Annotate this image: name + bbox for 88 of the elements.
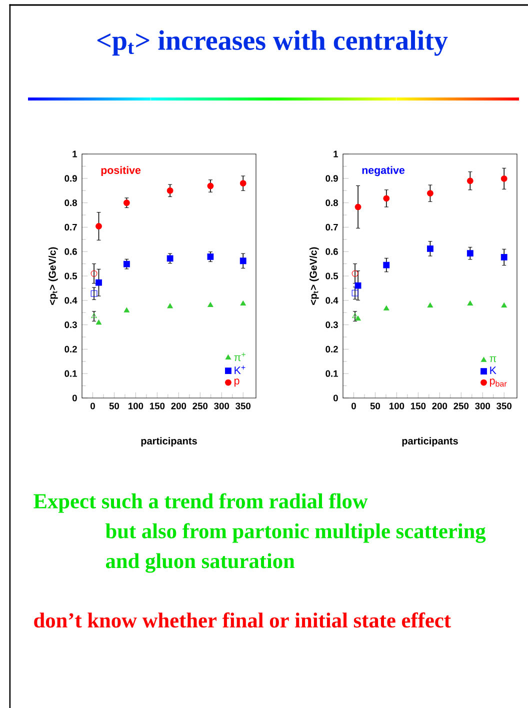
y-tick-label: 0.7 xyxy=(326,224,338,230)
x-tick-label: 100 xyxy=(128,402,144,410)
y-tick-label: 0.4 xyxy=(64,297,78,304)
point xyxy=(90,290,98,297)
text: but also from partonic multiple scattering xyxy=(106,523,486,543)
point xyxy=(466,178,474,184)
legend-label: p xyxy=(234,378,240,387)
y-tick-label: 0.7 xyxy=(64,224,77,230)
point xyxy=(352,313,358,318)
text: negative xyxy=(362,166,405,176)
x-tick-label: 350 xyxy=(496,402,512,410)
point xyxy=(352,290,358,296)
x-axis-title: participants xyxy=(141,437,197,446)
x-tick-label: 200 xyxy=(432,402,448,410)
x-tick-label: 300 xyxy=(475,402,490,410)
point xyxy=(383,195,390,202)
point xyxy=(96,279,102,286)
y-tick-label: 1 xyxy=(334,150,338,158)
point xyxy=(166,187,174,194)
point xyxy=(96,223,102,230)
y-tick-label: 0.5 xyxy=(64,272,78,280)
y-tick-label: 0 xyxy=(72,394,77,402)
x-tick-label: 250 xyxy=(454,402,469,410)
y-tick-label: 0.4 xyxy=(326,297,338,304)
y-tick-label: 0.2 xyxy=(326,346,338,352)
x-tick-label: 250 xyxy=(192,402,208,410)
y-axis-title: <p$_{t}$> (GeV/c) xyxy=(310,247,319,305)
x-tick-label: 50 xyxy=(109,402,120,410)
point xyxy=(123,260,130,268)
text: and gluon saturation xyxy=(106,553,295,573)
point xyxy=(90,270,98,277)
point xyxy=(96,320,102,325)
point xyxy=(500,175,508,182)
y-tick-label: 1 xyxy=(72,150,78,158)
x-tick-label: 300 xyxy=(214,402,230,410)
point xyxy=(467,300,473,306)
x-tick-label: 100 xyxy=(389,402,404,410)
text: <p$_{t}$> increases with centrality xyxy=(97,30,448,56)
point xyxy=(427,302,434,308)
point xyxy=(384,305,390,310)
x-tick-label: 200 xyxy=(171,402,186,410)
point xyxy=(207,254,214,260)
y-tick-label: 0.1 xyxy=(64,370,78,377)
x-tick-label: 350 xyxy=(236,402,251,410)
x-axis-title: participants xyxy=(402,437,458,446)
point xyxy=(427,245,434,252)
y-tick-label: 0.5 xyxy=(326,272,338,280)
point xyxy=(240,258,246,264)
point xyxy=(123,200,130,206)
point xyxy=(167,303,173,308)
y-tick-label: 0.8 xyxy=(326,200,338,206)
point xyxy=(240,180,246,186)
point xyxy=(500,254,508,260)
point xyxy=(124,307,130,312)
y-axis-title: <p$_{t}$> (GeV/c) xyxy=(48,247,58,305)
x-tick-label: 0 xyxy=(90,402,95,410)
point xyxy=(208,302,214,308)
point xyxy=(383,262,390,268)
y-tick-label: 0.1 xyxy=(326,370,338,377)
y-tick-label: 0.6 xyxy=(326,248,338,255)
point xyxy=(207,182,214,190)
point xyxy=(91,313,97,318)
y-tick-label: 0.9 xyxy=(64,175,77,182)
legend-label: K xyxy=(490,366,496,374)
text: don’t know whether final or initial state effect xyxy=(34,612,451,628)
text: Expect such a trend from radial flow xyxy=(34,493,368,513)
y-tick-label: 0.6 xyxy=(64,248,77,255)
x-tick-label: 150 xyxy=(410,402,426,410)
point xyxy=(427,190,434,196)
y-tick-label: 0.8 xyxy=(64,200,77,206)
x-tick-label: 50 xyxy=(370,402,380,410)
x-tick-label: 150 xyxy=(150,402,165,410)
point xyxy=(240,300,246,306)
y-tick-label: 0.3 xyxy=(326,322,338,328)
legend-label: K$^{+}$ xyxy=(234,366,246,374)
legend-label: π xyxy=(490,356,496,362)
point xyxy=(166,255,174,262)
point xyxy=(354,204,362,210)
point xyxy=(501,302,507,308)
legend-label: π$^{+}$ xyxy=(234,352,246,362)
y-tick-label: 0.9 xyxy=(326,175,338,182)
y-tick-label: 0.3 xyxy=(64,322,77,328)
y-tick-label: 0.2 xyxy=(64,346,77,352)
x-tick-label: 0 xyxy=(352,402,356,410)
y-tick-label: 0 xyxy=(333,394,338,402)
text: positive xyxy=(101,166,141,176)
point xyxy=(466,250,474,257)
legend-label: p$_{bar}$ xyxy=(490,378,507,387)
